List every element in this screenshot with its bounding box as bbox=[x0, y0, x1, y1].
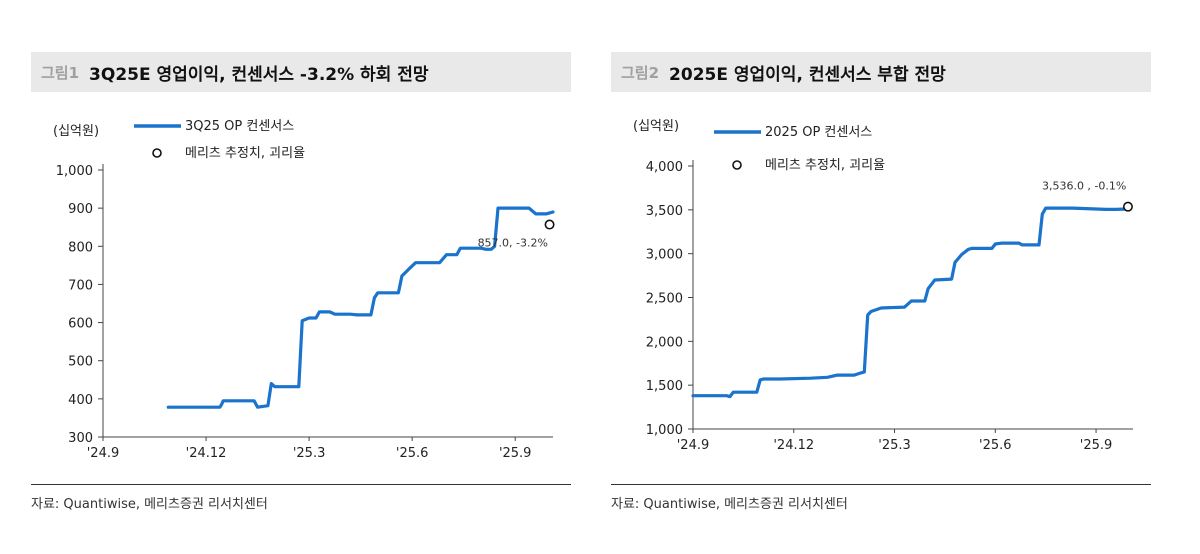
x-tick-label: '24.9 bbox=[87, 446, 120, 461]
y-tick-label: 4,000 bbox=[646, 160, 683, 175]
source-divider bbox=[611, 484, 1151, 485]
x-tick-label: '25.6 bbox=[396, 446, 429, 461]
legend-label-consensus: 3Q25 OP 컨센서스 bbox=[185, 119, 294, 134]
x-tick-label: '25.9 bbox=[499, 446, 532, 461]
x-tick-label: '24.9 bbox=[677, 438, 710, 453]
figure-panel-1: 그림1 3Q25E 영업이익, 컨센서스 -3.2% 하회 전망 (십억원) 3Q… bbox=[31, 0, 571, 554]
y-tick-label: 900 bbox=[68, 202, 93, 217]
y-tick-label: 1,500 bbox=[646, 379, 683, 394]
unit-label: (십억원) bbox=[633, 119, 679, 134]
consensus-series-line bbox=[166, 206, 555, 409]
x-tick-label: '25.3 bbox=[878, 438, 911, 453]
y-tick-label: 2,500 bbox=[646, 292, 683, 307]
source-note: 자료: Quantiwise, 메리츠증권 리서치센터 bbox=[31, 497, 268, 512]
x-tick-label: '24.12 bbox=[773, 438, 814, 453]
estimate-annotation: 3,536.0 , -0.1% bbox=[1042, 180, 1126, 193]
legend-label-consensus: 2025 OP 컨센서스 bbox=[765, 125, 872, 140]
x-tick-label: '25.6 bbox=[979, 438, 1012, 453]
y-tick-label: 1,000 bbox=[646, 423, 683, 438]
legend-marker-estimate bbox=[152, 148, 162, 158]
legend-label-estimate: 메리츠 추정치, 괴리율 bbox=[185, 146, 305, 161]
source-divider bbox=[31, 484, 571, 485]
figure-title-bar: 그림2 2025E 영업이익, 컨센서스 부합 전망 bbox=[611, 52, 1151, 92]
unit-label: (십억원) bbox=[53, 124, 99, 139]
y-tick-label: 400 bbox=[68, 393, 93, 408]
consensus-series-line bbox=[691, 206, 1128, 399]
y-tick-label: 700 bbox=[68, 278, 93, 293]
figure-title-bar: 그림1 3Q25E 영업이익, 컨센서스 -3.2% 하회 전망 bbox=[31, 52, 571, 92]
y-tick-label: 300 bbox=[68, 431, 93, 446]
y-tick-label: 3,500 bbox=[646, 204, 683, 219]
y-tick-label: 2,000 bbox=[646, 335, 683, 350]
y-tick-label: 600 bbox=[68, 317, 93, 332]
figure-label: 그림2 bbox=[621, 63, 660, 82]
estimate-annotation: 857.0, -3.2% bbox=[478, 237, 548, 250]
meritz-estimate-marker bbox=[1122, 201, 1133, 212]
legend-label-estimate: 메리츠 추정치, 괴리율 bbox=[765, 158, 885, 173]
figure-title: 2025E 영업이익, 컨센서스 부합 전망 bbox=[669, 64, 946, 85]
figure-label: 그림1 bbox=[41, 63, 80, 82]
x-tick-label: '25.9 bbox=[1080, 438, 1113, 453]
y-tick-label: 500 bbox=[68, 355, 93, 370]
figure-title: 3Q25E 영업이익, 컨센서스 -3.2% 하회 전망 bbox=[89, 64, 429, 85]
x-tick-label: '25.3 bbox=[293, 446, 326, 461]
meritz-estimate-marker bbox=[544, 219, 555, 230]
y-tick-label: 1,000 bbox=[56, 164, 93, 179]
y-tick-label: 3,000 bbox=[646, 248, 683, 263]
x-tick-label: '24.12 bbox=[186, 446, 227, 461]
figure-panel-2: 그림2 2025E 영업이익, 컨센서스 부합 전망 (십억원) 2025 OP … bbox=[611, 0, 1151, 554]
legend-marker-estimate bbox=[732, 160, 742, 170]
y-tick-label: 800 bbox=[68, 240, 93, 255]
source-note: 자료: Quantiwise, 메리츠증권 리서치센터 bbox=[611, 497, 848, 512]
